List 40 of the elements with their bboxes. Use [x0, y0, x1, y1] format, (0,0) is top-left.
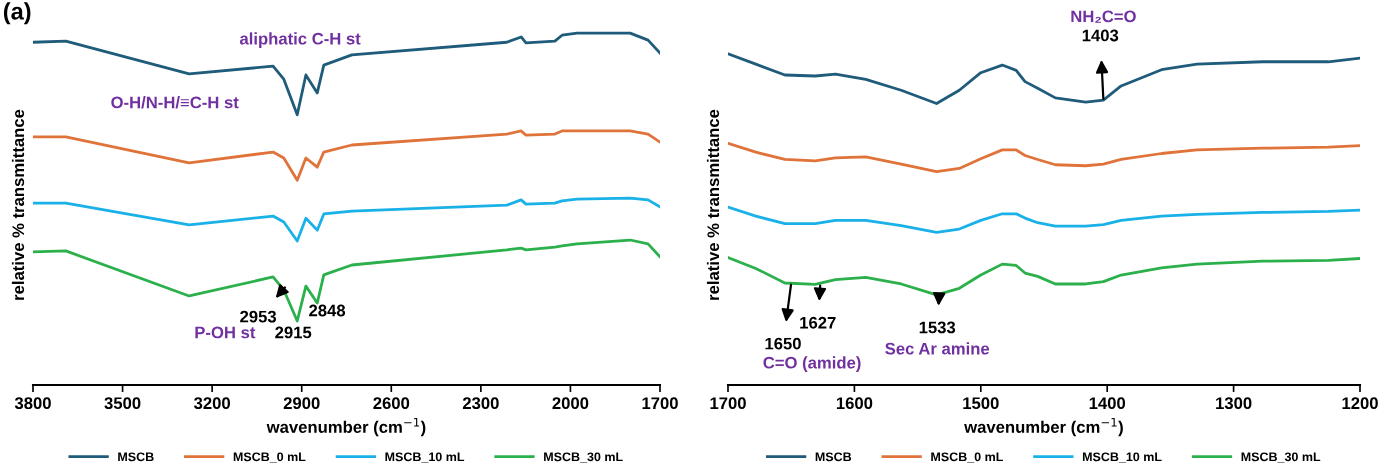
annotation: 1533	[919, 321, 956, 334]
legend-label: MSCB_30 mL	[1241, 452, 1321, 463]
legend-label: MSCB_10 mL	[385, 452, 465, 463]
annotation: C=O (amide)	[763, 356, 861, 372]
legend-label: MSCB_10 mL	[1082, 452, 1162, 463]
annotation: 2848	[309, 304, 346, 317]
x-tick-label: 1500	[963, 397, 999, 410]
x-tick-label: 1200	[1342, 397, 1378, 410]
x-axis-title: wavenumber (cm$^{−1}$)	[266, 417, 426, 437]
x-tick-label: 1400	[1089, 397, 1126, 410]
x-tick-label: 3800	[14, 397, 51, 410]
x-tick-label: 1600	[836, 397, 873, 410]
annotation: Sec Ar amine	[885, 342, 990, 355]
y-axis-title: relative % transmittance	[706, 109, 720, 300]
legend-label: MSCB_30 mL	[544, 452, 623, 463]
y-axis-title: relative % transmittance	[11, 109, 25, 300]
x-tick-label: 1700	[710, 397, 746, 410]
x-tick-label: 2900	[283, 397, 320, 410]
chart-title: (a)	[3, 2, 31, 25]
annotation: O-H/N-H/≡C-H st	[111, 96, 239, 109]
x-tick-label: 2300	[462, 397, 499, 410]
text: NH₂C=O	[1071, 10, 1136, 23]
legend-label: MSCB	[118, 452, 154, 462]
legend-label: MSCB_0 mL	[233, 452, 306, 463]
x-tick-label: 2600	[373, 397, 410, 410]
legend-label: MSCB	[815, 452, 852, 462]
annotation: aliphatic C-H st	[239, 32, 361, 48]
annotation: 1650	[765, 337, 801, 350]
x-tick-label: 3200	[193, 397, 230, 410]
annotation: 1403	[1082, 29, 1119, 42]
annotation: 2915	[275, 326, 312, 339]
x-tick-label: 1700	[642, 397, 678, 410]
annotation: P-OH st	[195, 326, 256, 339]
legend-label: MSCB_0 mL	[931, 452, 1003, 463]
x-tick-label: 2000	[552, 397, 589, 410]
annotation: 2953	[240, 310, 277, 323]
x-tick-label: 1300	[1216, 397, 1252, 410]
x-axis-title: wavenumber (cm$^{−1}$)	[964, 417, 1123, 437]
x-tick-label: 3500	[104, 397, 141, 410]
annotation: 1627	[800, 316, 836, 329]
